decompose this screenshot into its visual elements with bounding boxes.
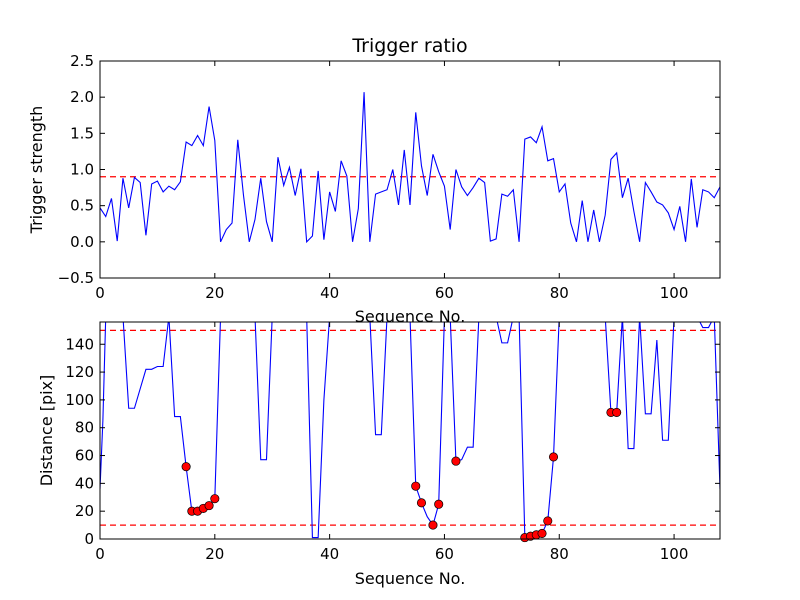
- bottom-x-axis: 0 20 40 60 80 100: [95, 322, 688, 563]
- data-marker: [451, 456, 461, 466]
- y-tick-label: 120: [65, 363, 94, 381]
- y-tick-label: 1.5: [70, 124, 94, 142]
- x-tick-label: 80: [550, 284, 569, 302]
- y-tick-label: −0.5: [58, 269, 94, 287]
- top-series: [100, 92, 720, 244]
- top-y-axis-label: Trigger strength: [27, 106, 46, 235]
- x-tick-label: 100: [660, 545, 689, 563]
- y-tick-label: 0.5: [70, 197, 94, 215]
- x-tick-label: 40: [320, 545, 339, 563]
- y-tick-label: 1.0: [70, 161, 94, 179]
- bottom-plot-area: [100, 322, 720, 539]
- y-tick-label: 2.5: [70, 52, 94, 70]
- x-tick-label: 60: [435, 545, 454, 563]
- bottom-markers: [181, 407, 622, 543]
- data-marker: [434, 499, 444, 509]
- top-chart: Trigger ratio 0 20 40 60 80 100 −0.5 0.0 0.5 1.0…: [27, 35, 721, 326]
- y-tick-label: 80: [75, 419, 94, 437]
- data-marker: [210, 494, 220, 504]
- data-marker: [181, 462, 191, 472]
- data-marker: [543, 516, 553, 526]
- top-plot-area: [100, 61, 720, 278]
- x-tick-label: 60: [435, 284, 454, 302]
- x-tick-label: 20: [205, 284, 224, 302]
- x-tick-label: 0: [95, 284, 105, 302]
- y-tick-label: 2.0: [70, 88, 94, 106]
- y-tick-label: 100: [65, 391, 94, 409]
- bottom-x-axis-label: Sequence No.: [355, 569, 466, 588]
- y-tick-label: 40: [75, 474, 94, 492]
- x-tick-label: 80: [550, 545, 569, 563]
- bottom-plot-frame: [99, 321, 721, 540]
- data-marker: [204, 501, 214, 511]
- data-marker: [416, 498, 427, 508]
- series-line: [100, 92, 720, 244]
- x-tick-label: 0: [95, 545, 105, 563]
- data-marker: [612, 407, 622, 417]
- top-x-axis-label: Sequence No.: [355, 307, 466, 326]
- data-marker: [537, 528, 547, 538]
- x-tick-label: 100: [660, 284, 689, 302]
- bottom-y-axis-label: Distance [pix]: [37, 375, 56, 487]
- data-marker: [411, 481, 421, 491]
- bottom-y-axis: 0 20 40 60 80 100 120 140: [65, 335, 720, 548]
- y-tick-label: 60: [75, 447, 94, 465]
- x-tick-label: 40: [320, 284, 339, 302]
- data-marker: [548, 452, 559, 462]
- top-chart-title: Trigger ratio: [351, 35, 467, 57]
- y-tick-label: 0.0: [70, 233, 94, 251]
- bottom-chart: 0 20 40 60 80 100 0 20 40 60 80 100 120 140 Sequence…: [37, 321, 721, 588]
- top-y-axis: −0.5 0.0 0.5 1.0 1.5 2.0 2.5: [58, 52, 720, 287]
- y-tick-label: 140: [65, 335, 94, 353]
- x-tick-label: 20: [205, 545, 224, 563]
- y-tick-label: 20: [75, 502, 94, 520]
- y-tick-label: 0: [84, 530, 94, 548]
- data-marker: [428, 520, 438, 530]
- top-x-axis: 0 20 40 60 80 100: [95, 61, 688, 302]
